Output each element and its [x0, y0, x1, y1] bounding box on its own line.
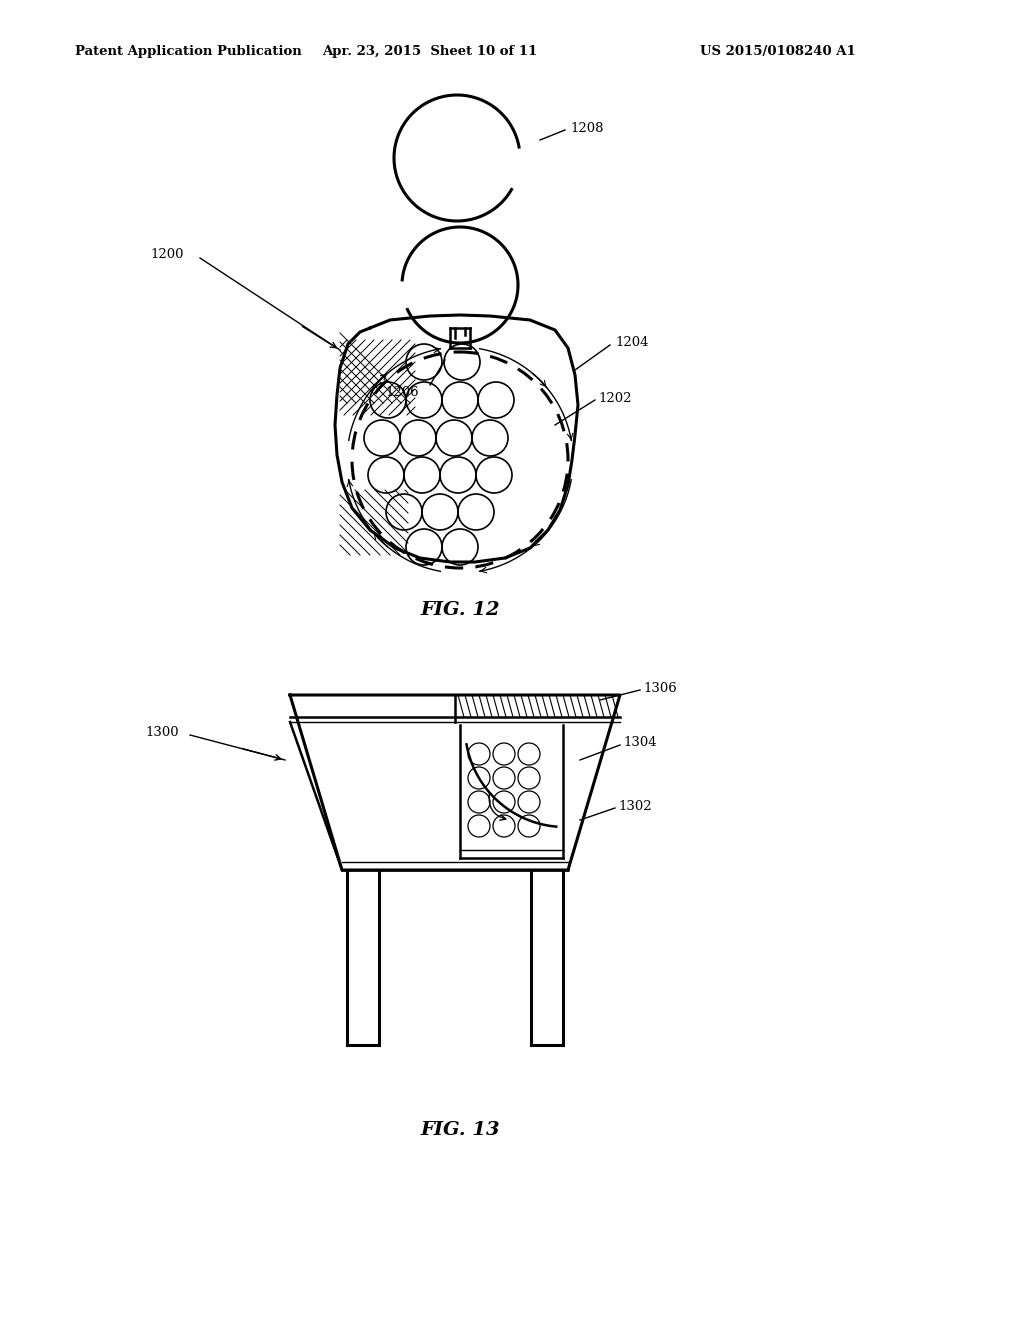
Text: Apr. 23, 2015  Sheet 10 of 11: Apr. 23, 2015 Sheet 10 of 11 [323, 45, 538, 58]
Text: 1202: 1202 [598, 392, 632, 404]
Text: US 2015/0108240 A1: US 2015/0108240 A1 [700, 45, 856, 58]
Text: FIG. 13: FIG. 13 [420, 1121, 500, 1139]
Text: 1206: 1206 [385, 385, 419, 399]
Text: 1302: 1302 [618, 800, 651, 813]
Text: 1304: 1304 [623, 737, 656, 750]
Text: 1306: 1306 [643, 681, 677, 694]
Text: 1200: 1200 [150, 248, 183, 261]
Text: Patent Application Publication: Patent Application Publication [75, 45, 302, 58]
Text: 1208: 1208 [570, 121, 603, 135]
Text: 1204: 1204 [615, 335, 648, 348]
Text: FIG. 12: FIG. 12 [420, 601, 500, 619]
Text: 1300: 1300 [145, 726, 178, 739]
